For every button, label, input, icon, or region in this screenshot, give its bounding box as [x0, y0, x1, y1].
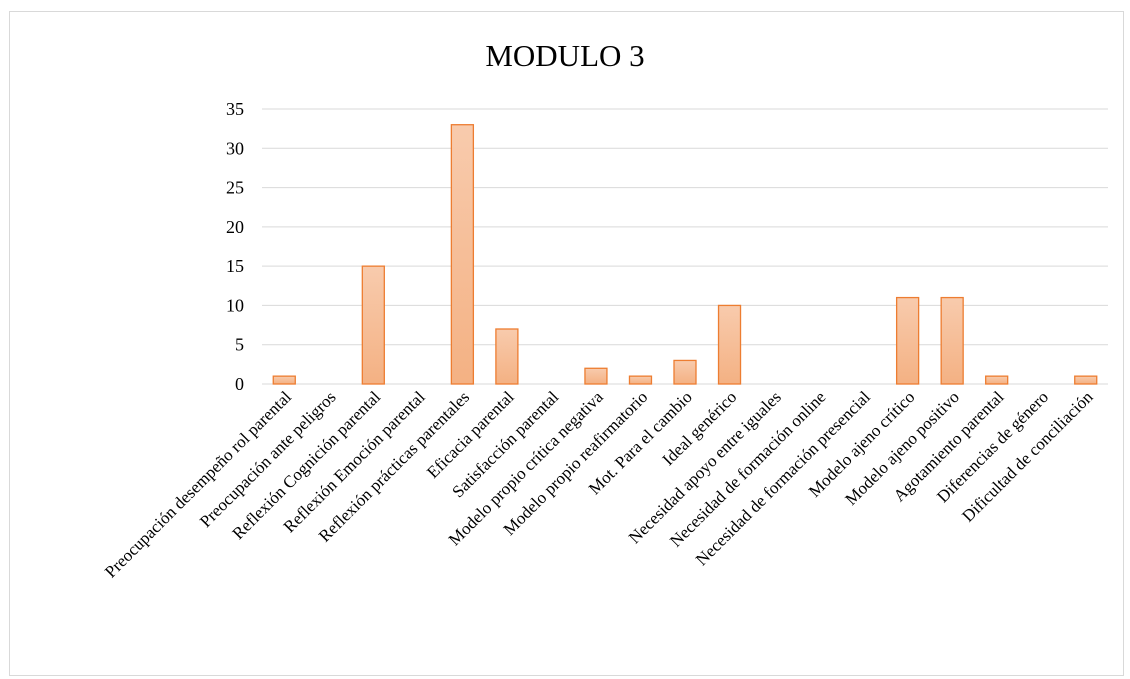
chart-frame — [9, 11, 1124, 676]
bar — [673, 359, 697, 385]
chart-title: MODULO 3 — [485, 38, 645, 73]
y-tick-label: 35 — [226, 99, 244, 119]
y-tick-label: 10 — [226, 295, 244, 315]
y-tick-label: 15 — [226, 256, 244, 276]
bar — [985, 375, 1009, 385]
y-tick-label: 5 — [235, 335, 244, 355]
bar — [1074, 375, 1098, 385]
x-tick-label: Preocupación desempeño rol parental — [101, 387, 295, 581]
bar — [272, 375, 296, 385]
bar — [717, 304, 742, 385]
bar — [895, 296, 920, 385]
y-tick-label: 0 — [235, 374, 244, 394]
y-tick-label: 20 — [226, 217, 244, 237]
y-tick-label: 25 — [226, 178, 244, 198]
bar — [584, 367, 608, 385]
bar — [495, 328, 519, 385]
bar — [940, 296, 964, 385]
y-tick-label: 30 — [226, 138, 244, 158]
bar — [361, 265, 385, 385]
bar — [628, 375, 653, 385]
bar — [450, 124, 475, 385]
